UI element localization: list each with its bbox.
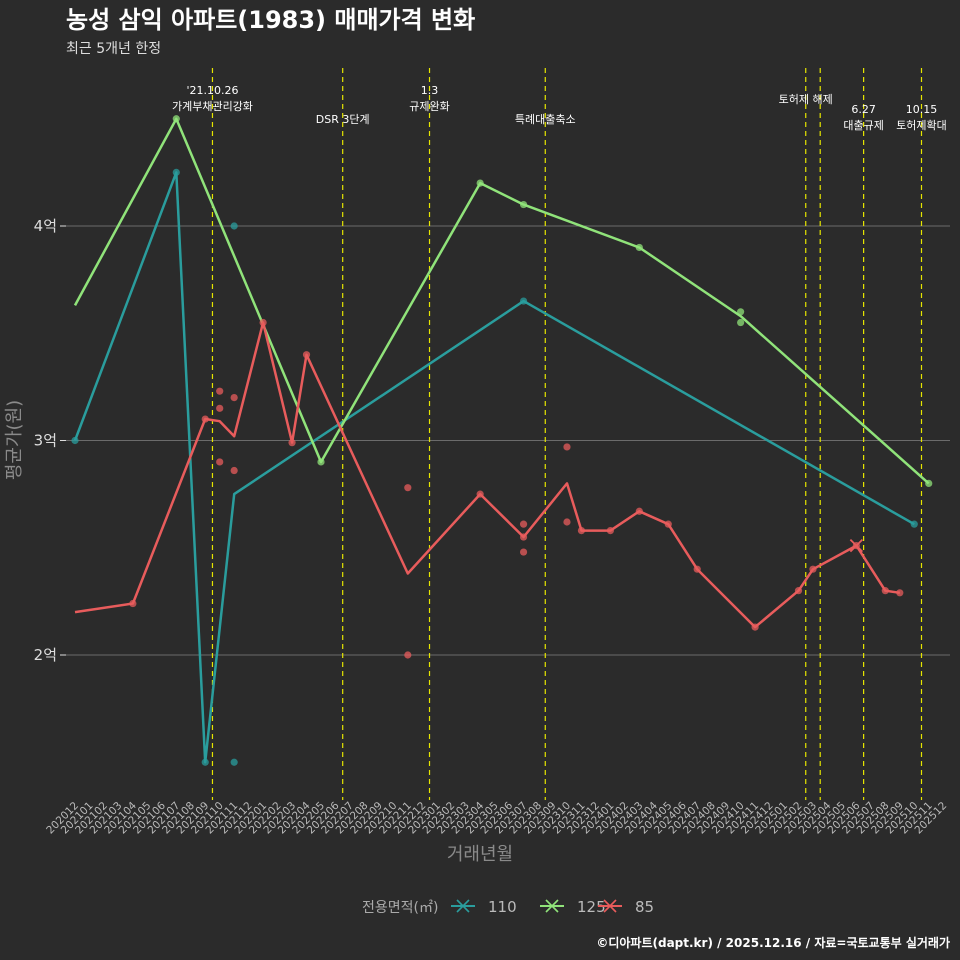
data-point-125 [635, 243, 643, 252]
data-point-85 [201, 415, 209, 423]
data-point-110 [71, 436, 79, 445]
data-point-85 [794, 587, 803, 595]
data-point-85 [288, 439, 296, 447]
event-label: 특례대출축소 [515, 113, 576, 126]
y-tick-label: 3억 [34, 432, 57, 450]
data-point-85 [129, 599, 137, 608]
data-point-85 [519, 520, 528, 528]
data-point-110 [172, 168, 180, 176]
series-points [71, 115, 933, 766]
chart-caption: ©디아파트(dapt.kr) / 2025.12.16 / 자료=국토교통부 실… [596, 935, 950, 950]
data-point-125 [737, 318, 745, 327]
y-tick-label: 2억 [34, 646, 57, 664]
y-axis-title: 평균가(원) [4, 400, 25, 480]
event-label: 대출규제 [843, 119, 883, 132]
data-point-125 [519, 200, 528, 209]
legend-title: 전용면적(㎡) [362, 900, 438, 916]
series-lines [73, 117, 930, 764]
data-point-cross-85 [849, 538, 864, 553]
y-gridlines [60, 225, 950, 656]
data-point-85 [519, 548, 528, 556]
event-label: DSR 3단계 [316, 113, 370, 126]
data-point-85 [896, 589, 904, 597]
event-label: '21.10.26 [186, 84, 238, 97]
data-point-85 [563, 443, 571, 451]
data-point-110 [230, 222, 238, 230]
data-point-125 [925, 479, 933, 487]
data-point-85 [519, 533, 528, 541]
event-label: 토허제 해제 [779, 92, 833, 106]
data-point-110 [519, 297, 528, 305]
data-point-125 [317, 458, 325, 466]
data-point-110 [910, 520, 918, 528]
data-point-125 [476, 179, 484, 187]
data-point-125 [737, 308, 745, 316]
series-line-125 [73, 117, 930, 485]
legend: 전용면적(㎡) 110 125 85 [362, 898, 654, 916]
data-point-85 [404, 651, 412, 659]
data-point-85 [216, 387, 224, 395]
event-label: 10.15 [906, 103, 938, 116]
data-point-85 [476, 490, 484, 498]
series-line-110 [73, 171, 915, 764]
data-point-85 [302, 351, 311, 359]
data-point-85 [563, 518, 571, 526]
y-tick-labels: 2억 3억 4억 [34, 217, 57, 664]
data-point-85 [809, 565, 817, 573]
series-line-85 [74, 321, 900, 629]
data-point-85 [404, 484, 412, 492]
chart-subtitle: 최근 5개년 한정 [66, 41, 161, 57]
legend-label-85: 85 [635, 898, 654, 916]
data-point-85 [230, 466, 238, 475]
event-label: 가계부채관리강화 [172, 100, 253, 113]
data-point-85 [230, 394, 238, 402]
event-label: 규제완화 [409, 100, 449, 113]
y-tick-label: 4억 [34, 217, 57, 235]
legend-key-cross-110 [456, 899, 470, 913]
event-label: 6.27 [851, 103, 876, 116]
data-point-125 [172, 115, 180, 123]
data-point-85 [216, 404, 224, 412]
x-axis-title: 거래년월 [447, 844, 513, 865]
data-point-85 [751, 623, 759, 631]
legend-label-125: 125 [577, 898, 606, 916]
legend-key-cross-125 [545, 899, 559, 913]
data-point-85 [606, 526, 614, 535]
data-point-85 [693, 565, 701, 573]
data-point-85 [664, 520, 672, 528]
data-point-85 [216, 458, 224, 466]
event-lines [211, 68, 923, 800]
data-point-85 [259, 318, 267, 327]
legend-label-110: 110 [488, 898, 517, 916]
event-label: 토허제확대 [896, 119, 947, 132]
data-point-110 [230, 758, 238, 766]
event-label: 1.3 [421, 84, 439, 97]
chart-title: 농성 삼익 아파트(1983) 매매가격 변화 [66, 6, 475, 34]
legend-key-cross-85 [603, 899, 617, 913]
data-point-85 [635, 507, 643, 515]
data-point-85 [577, 526, 586, 535]
data-point-85 [881, 587, 889, 595]
data-point-110 [201, 758, 209, 766]
